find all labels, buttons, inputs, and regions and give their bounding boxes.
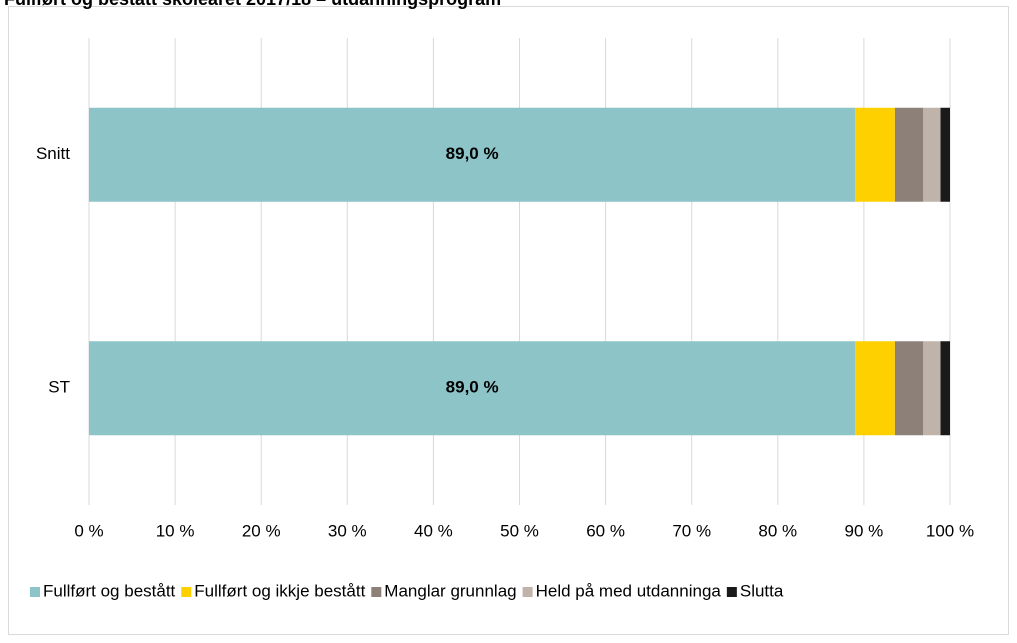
x-tick-label: 90 % bbox=[845, 521, 884, 540]
legend-swatch bbox=[726, 587, 737, 597]
x-tick-label: 100 % bbox=[926, 521, 974, 540]
bar-segment bbox=[940, 341, 950, 436]
x-tick-label: 50 % bbox=[500, 521, 539, 540]
x-tick-label: 60 % bbox=[586, 521, 625, 540]
x-tick-label: 20 % bbox=[242, 521, 281, 540]
legend-label: Slutta bbox=[740, 581, 784, 600]
x-tick-label: 70 % bbox=[672, 521, 711, 540]
data-label: 89,0 % bbox=[446, 144, 499, 163]
bar-segment bbox=[923, 341, 941, 436]
legend-label: Fullført og bestått bbox=[43, 581, 176, 600]
data-label: 89,0 % bbox=[446, 378, 499, 397]
bar-segment bbox=[894, 341, 924, 436]
bar-segment bbox=[923, 107, 941, 202]
bar-segment bbox=[855, 341, 895, 436]
x-tick-label: 0 % bbox=[74, 521, 103, 540]
bar-segment bbox=[894, 107, 924, 202]
legend-swatch bbox=[522, 587, 533, 597]
x-tick-label: 40 % bbox=[414, 521, 453, 540]
y-tick-label: ST bbox=[48, 378, 70, 397]
x-tick-label: 10 % bbox=[156, 521, 195, 540]
x-tick-label: 80 % bbox=[758, 521, 797, 540]
bar-segment bbox=[89, 341, 856, 436]
legend-swatch bbox=[181, 587, 192, 597]
legend-label: Fullført og ikkje bestått bbox=[194, 581, 365, 600]
legend-swatch bbox=[30, 587, 40, 597]
bar-segment bbox=[855, 107, 895, 202]
legend-label: Manglar grunnlag bbox=[384, 581, 516, 600]
bar-segment bbox=[89, 107, 856, 202]
chart-title: Fullført og bestått skoleåret 2017/18 – … bbox=[4, 0, 501, 9]
bar-segment bbox=[940, 107, 950, 202]
legend-label: Held på med utdanninga bbox=[536, 581, 722, 600]
legend-swatch bbox=[371, 587, 382, 597]
x-tick-label: 30 % bbox=[328, 521, 367, 540]
y-tick-label: Snitt bbox=[36, 144, 70, 163]
